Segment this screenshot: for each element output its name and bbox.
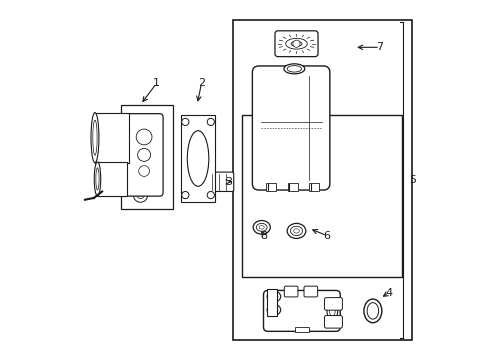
Ellipse shape bbox=[187, 131, 208, 186]
Ellipse shape bbox=[286, 224, 305, 238]
Circle shape bbox=[137, 192, 144, 199]
FancyBboxPatch shape bbox=[252, 66, 329, 190]
Bar bbox=[121, 105, 172, 209]
Text: 5: 5 bbox=[408, 175, 415, 185]
Ellipse shape bbox=[94, 162, 101, 196]
Ellipse shape bbox=[266, 305, 280, 315]
Ellipse shape bbox=[253, 221, 270, 234]
Ellipse shape bbox=[366, 303, 378, 319]
Bar bbox=[308, 183, 319, 191]
Circle shape bbox=[133, 188, 147, 202]
Ellipse shape bbox=[91, 113, 99, 163]
Ellipse shape bbox=[363, 299, 381, 323]
Text: 1: 1 bbox=[153, 78, 160, 88]
Text: 6: 6 bbox=[323, 231, 330, 240]
Ellipse shape bbox=[290, 41, 301, 46]
Bar bbox=[97, 162, 126, 196]
FancyBboxPatch shape bbox=[274, 31, 317, 57]
Ellipse shape bbox=[293, 229, 299, 233]
Ellipse shape bbox=[326, 302, 337, 320]
Ellipse shape bbox=[93, 120, 97, 155]
Ellipse shape bbox=[290, 226, 302, 235]
Ellipse shape bbox=[202, 176, 207, 187]
Text: 2: 2 bbox=[198, 78, 204, 88]
Circle shape bbox=[137, 148, 150, 161]
Bar bbox=[294, 327, 308, 332]
Bar bbox=[181, 116, 215, 202]
Circle shape bbox=[292, 40, 300, 47]
Circle shape bbox=[182, 118, 188, 126]
FancyBboxPatch shape bbox=[125, 114, 163, 196]
Bar bbox=[266, 289, 277, 316]
Circle shape bbox=[136, 129, 152, 145]
Bar bbox=[287, 183, 297, 191]
Circle shape bbox=[207, 192, 214, 199]
Bar bbox=[241, 116, 402, 277]
Bar bbox=[95, 113, 129, 163]
Ellipse shape bbox=[269, 293, 277, 300]
FancyBboxPatch shape bbox=[304, 286, 317, 297]
FancyBboxPatch shape bbox=[284, 286, 297, 297]
Ellipse shape bbox=[284, 64, 304, 74]
FancyBboxPatch shape bbox=[203, 172, 233, 192]
Ellipse shape bbox=[269, 307, 277, 313]
Text: 7: 7 bbox=[376, 42, 383, 52]
Ellipse shape bbox=[201, 174, 208, 190]
Ellipse shape bbox=[96, 168, 99, 190]
Text: 3: 3 bbox=[225, 177, 232, 187]
Ellipse shape bbox=[256, 224, 266, 231]
Bar bbox=[233, 21, 411, 339]
Circle shape bbox=[139, 166, 149, 176]
Ellipse shape bbox=[285, 39, 306, 49]
Ellipse shape bbox=[259, 226, 264, 229]
Ellipse shape bbox=[266, 291, 280, 302]
Circle shape bbox=[182, 192, 188, 199]
Ellipse shape bbox=[286, 66, 301, 72]
Circle shape bbox=[207, 118, 214, 126]
Ellipse shape bbox=[329, 306, 335, 316]
Bar bbox=[265, 183, 276, 191]
Text: 8: 8 bbox=[260, 231, 267, 240]
FancyBboxPatch shape bbox=[263, 291, 340, 331]
FancyBboxPatch shape bbox=[324, 316, 342, 328]
FancyBboxPatch shape bbox=[324, 298, 342, 310]
Text: 4: 4 bbox=[385, 288, 391, 298]
